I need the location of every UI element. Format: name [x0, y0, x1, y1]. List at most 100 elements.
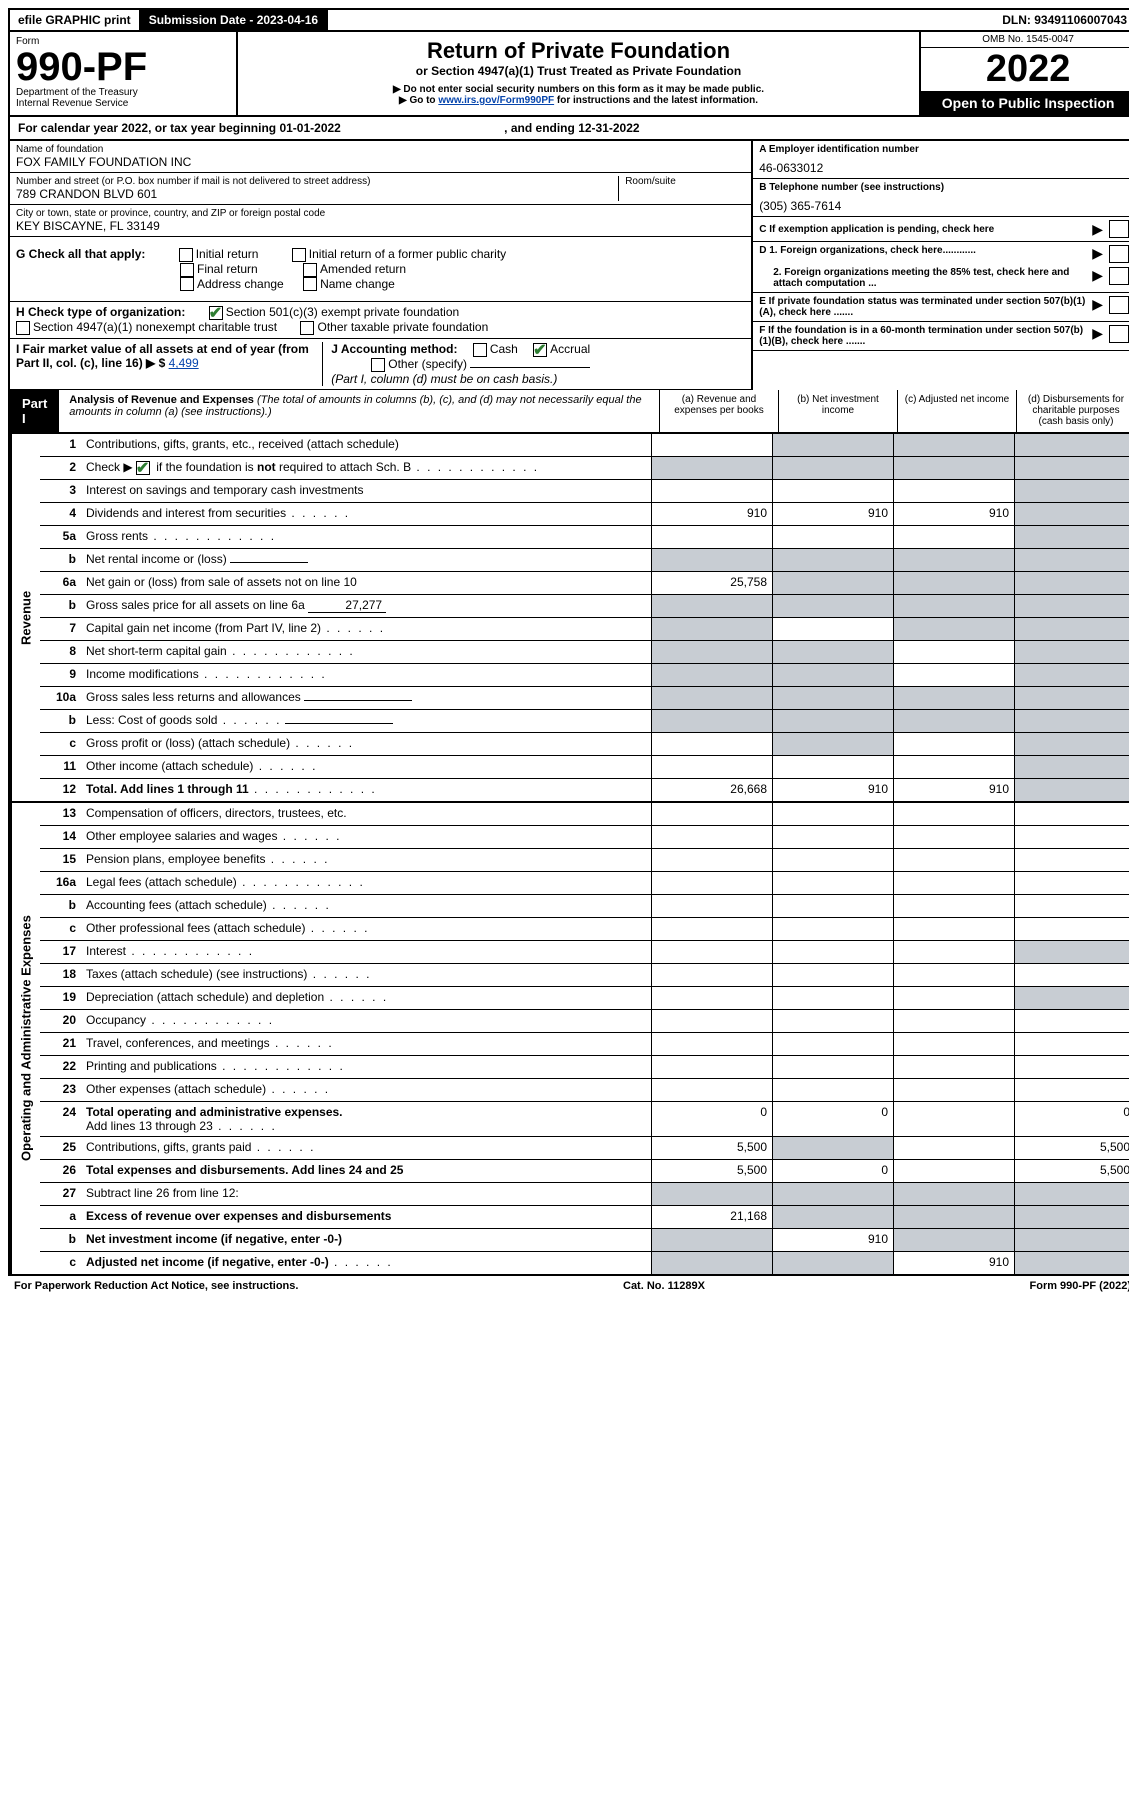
final-return-check[interactable] [180, 263, 194, 277]
goto-post: for instructions and the latest informat… [554, 95, 758, 106]
h-other: Other taxable private foundation [317, 320, 488, 334]
l12b: 910 [772, 779, 893, 801]
form-title: Return of Private Foundation [244, 38, 914, 64]
dept: Department of the Treasury [16, 87, 230, 98]
line19: Depreciation (attach schedule) and deple… [82, 987, 651, 1009]
line4: Dividends and interest from securities [82, 503, 651, 525]
line16b: Accounting fees (attach schedule) [82, 895, 651, 917]
address-change-check[interactable] [180, 277, 194, 291]
open-public: Open to Public Inspection [921, 91, 1129, 115]
tel-label: B Telephone number (see instructions) [759, 182, 1129, 193]
warn-line: ▶ Do not enter social security numbers o… [244, 84, 914, 95]
line10c: Gross profit or (loss) (attach schedule) [82, 733, 651, 755]
l26a: 5,500 [651, 1160, 772, 1182]
l27b-b: 910 [772, 1229, 893, 1251]
accrual-check[interactable] [533, 343, 547, 357]
f-label: F If the foundation is in a 60-month ter… [759, 325, 1092, 347]
tel-val: (305) 365-7614 [759, 193, 1129, 213]
line12: Total. Add lines 1 through 11 [82, 779, 651, 801]
form-footer: For Paperwork Reduction Act Notice, see … [8, 1276, 1129, 1296]
line20: Occupancy [82, 1010, 651, 1032]
part1-title: Analysis of Revenue and Expenses [69, 394, 254, 406]
l4a: 910 [651, 503, 772, 525]
f-check[interactable] [1109, 325, 1129, 343]
d2-label: 2. Foreign organizations meeting the 85%… [773, 267, 1069, 289]
arrow-icon: ▶ [1092, 296, 1103, 318]
line11: Other income (attach schedule) [82, 756, 651, 778]
schb-check[interactable] [136, 461, 150, 475]
j-note: (Part I, column (d) must be on cash basi… [331, 372, 557, 386]
cash-check[interactable] [473, 343, 487, 357]
j-label: J Accounting method: [331, 342, 457, 356]
l2b: if the foundation is not required to att… [156, 460, 411, 474]
line24: Total operating and administrative expen… [82, 1102, 651, 1136]
d1-label: D 1. Foreign organizations, check here..… [759, 245, 976, 256]
l4c: 910 [893, 503, 1014, 525]
fmv-link[interactable]: 4,499 [169, 356, 199, 370]
d1-check[interactable] [1109, 245, 1129, 263]
h-501c3: Section 501(c)(3) exempt private foundat… [226, 305, 459, 319]
l24a: 0 [651, 1102, 772, 1136]
h-label: H Check type of organization: [16, 305, 185, 319]
amended-check[interactable] [303, 263, 317, 277]
tax-year: 2022 [921, 48, 1129, 91]
line7: Capital gain net income (from Part IV, l… [82, 618, 651, 640]
foundation-name: FOX FAMILY FOUNDATION INC [16, 155, 745, 169]
4947-check[interactable] [16, 321, 30, 335]
line27c: Adjusted net income (if negative, enter … [82, 1252, 651, 1274]
omb: OMB No. 1545-0047 [921, 32, 1129, 48]
revenue-sidelabel: Revenue [10, 434, 40, 801]
e-check[interactable] [1109, 296, 1129, 314]
initial-return-check[interactable] [179, 248, 193, 262]
arrow-icon: ▶ [1092, 325, 1103, 347]
col-b-hdr: (b) Net investment income [778, 390, 897, 432]
line26: Total expenses and disbursements. Add li… [82, 1160, 651, 1182]
other-method-check[interactable] [371, 358, 385, 372]
line16a: Legal fees (attach schedule) [82, 872, 651, 894]
cal-mid: , and ending [501, 121, 578, 135]
h-4947: Section 4947(a)(1) nonexempt charitable … [33, 320, 277, 334]
arrow-icon: ▶ [1092, 245, 1103, 263]
line13: Compensation of officers, directors, tru… [82, 803, 651, 825]
initial-former-check[interactable] [292, 248, 306, 262]
col-d-hdr: (d) Disbursements for charitable purpose… [1016, 390, 1129, 432]
501c3-check[interactable] [209, 306, 223, 320]
line18: Taxes (attach schedule) (see instruction… [82, 964, 651, 986]
ein-label: A Employer identification number [759, 144, 1129, 155]
l6a-a: 25,758 [651, 572, 772, 594]
l2a: Check ▶ [86, 460, 133, 474]
city-label: City or town, state or province, country… [16, 208, 745, 219]
col-c-hdr: (c) Adjusted net income [897, 390, 1016, 432]
name-change-check[interactable] [303, 277, 317, 291]
l27a-a: 21,168 [651, 1206, 772, 1228]
addr-val: 789 CRANDON BLVD 601 [16, 187, 618, 201]
cal-end: 12-31-2022 [578, 121, 639, 135]
j-accrual: Accrual [550, 342, 590, 356]
cal-begin: 01-01-2022 [279, 121, 340, 135]
calendar-year-row: For calendar year 2022, or tax year begi… [8, 117, 1129, 141]
line5a: Gross rents [82, 526, 651, 548]
ein-val: 46-0633012 [759, 155, 1129, 175]
l24b: 0 [772, 1102, 893, 1136]
form990pf-link[interactable]: www.irs.gov/Form990PF [438, 95, 554, 106]
line10b: Less: Cost of goods sold [82, 710, 651, 732]
d2-check[interactable] [1109, 267, 1129, 285]
expenses-sidelabel: Operating and Administrative Expenses [10, 803, 40, 1274]
line16c: Other professional fees (attach schedule… [82, 918, 651, 940]
l6b-val: 27,277 [308, 598, 386, 613]
other-taxable-check[interactable] [300, 321, 314, 335]
line21: Travel, conferences, and meetings [82, 1033, 651, 1055]
l24d: 0 [1014, 1102, 1129, 1136]
part1-label: Part I [10, 390, 59, 432]
form-ref: Form 990-PF (2022) [1030, 1280, 1129, 1292]
line14: Other employee salaries and wages [82, 826, 651, 848]
irs: Internal Revenue Service [16, 98, 230, 109]
line27a: Excess of revenue over expenses and disb… [82, 1206, 651, 1228]
addr-label: Number and street (or P.O. box number if… [16, 176, 618, 187]
c-check[interactable] [1109, 220, 1129, 238]
expenses-table: Operating and Administrative Expenses 13… [8, 803, 1129, 1276]
line17: Interest [82, 941, 651, 963]
line3: Interest on savings and temporary cash i… [82, 480, 651, 502]
revenue-table: Revenue 1Contributions, gifts, grants, e… [8, 434, 1129, 803]
l12c: 910 [893, 779, 1014, 801]
